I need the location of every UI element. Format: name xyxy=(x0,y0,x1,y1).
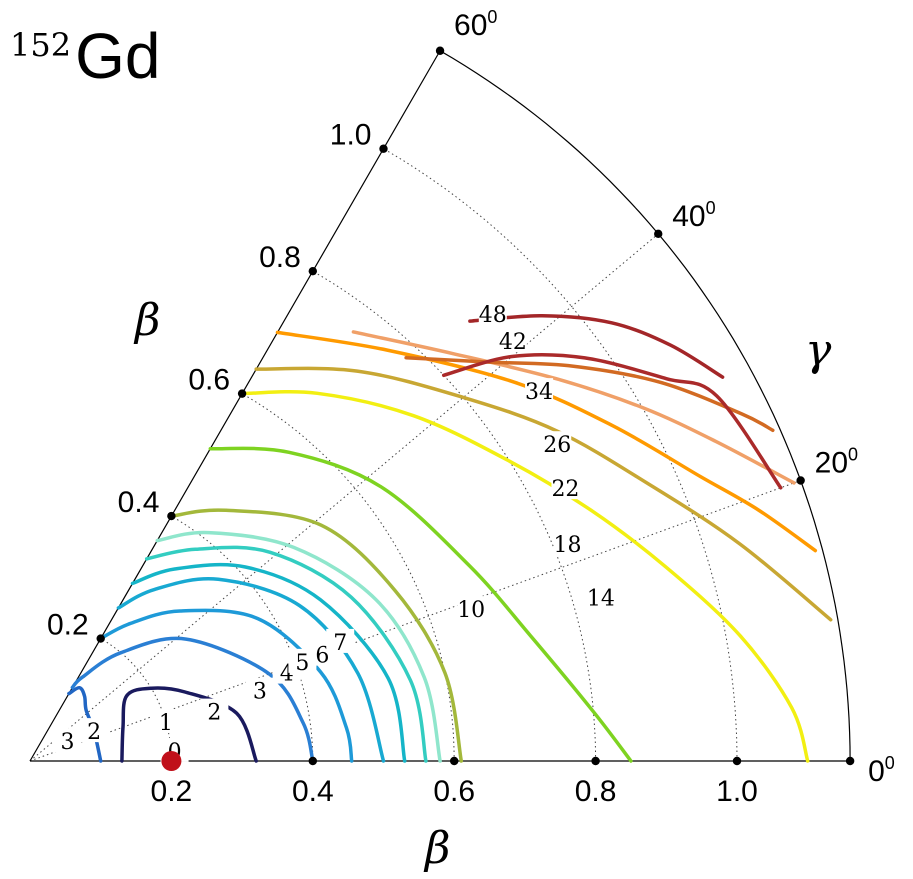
contour-line-10 xyxy=(208,446,633,763)
contour-label-bg xyxy=(151,709,180,734)
contour-label-bg xyxy=(498,328,527,353)
gamma-tick-label-40: 400 xyxy=(672,198,715,233)
contour-line-7 xyxy=(155,530,442,763)
contour-line-5 xyxy=(130,562,407,763)
beta-tick-dot-left-0.8 xyxy=(308,266,317,276)
gamma-axis-label: γ xyxy=(805,325,832,376)
contour-label-bg xyxy=(80,718,109,743)
contour-label-bg xyxy=(245,677,274,702)
contour-line-2 xyxy=(70,636,315,763)
contour-line-6 xyxy=(144,545,428,763)
contour-label-3-17: 3 xyxy=(60,730,74,755)
title-element: Gd xyxy=(75,20,160,92)
gamma-tick-dot-60 xyxy=(435,46,445,55)
beta-tick-dot-bottom-0.6 xyxy=(450,756,459,766)
contour-label-10-8: 10 xyxy=(457,598,485,623)
beta-tick-dot-left-0.4 xyxy=(167,511,176,521)
beta-tick-label-bottom-0.8: 0.8 xyxy=(575,775,617,808)
contour-label-bg xyxy=(543,431,572,456)
contour-label-bg xyxy=(478,301,507,326)
gamma-tick-dot-40 xyxy=(654,229,663,239)
gamma-tick-degree-60: 0 xyxy=(487,7,497,27)
contour-line-34 xyxy=(404,355,775,433)
contour-labels: 01234567101418222634424823 xyxy=(53,301,615,765)
contour-label-22-11: 22 xyxy=(551,477,579,502)
beta-tick-label-left-0.8: 0.8 xyxy=(259,241,301,274)
contour-label-48-15: 48 xyxy=(479,303,507,328)
contour-line-14 xyxy=(240,389,810,763)
beta-tick-dot-bottom-1.0 xyxy=(732,756,742,766)
contour-label-18-10: 18 xyxy=(554,533,582,558)
grid-arc-0.6 xyxy=(241,393,455,762)
beta-tick-label-bottom-0.6: 0.6 xyxy=(433,775,475,808)
beta-tick-label-bottom-1.0: 1.0 xyxy=(716,775,758,808)
beta-tick-dot-bottom-0.8 xyxy=(591,756,600,766)
contour-line-18 xyxy=(254,366,833,622)
contour-label-42-14: 42 xyxy=(499,330,527,355)
minimum-markers xyxy=(161,751,182,771)
beta-tick-dot-bottom-0.4 xyxy=(308,756,317,766)
beta-axis-label: β xyxy=(423,823,450,874)
grid-ray-20 xyxy=(29,480,801,762)
grid-ray-40 xyxy=(29,233,659,762)
beta-tick-label-left-0.6: 0.6 xyxy=(188,364,230,397)
frame-gamma60-edge xyxy=(29,50,441,762)
gamma-tick-dot-0 xyxy=(845,756,855,766)
gamma-tick-label-0: 00 xyxy=(868,753,895,788)
beta-tick-label-left-1.0: 1.0 xyxy=(330,119,372,152)
contour-label-1-1: 1 xyxy=(159,711,173,736)
contour-label-6-6: 6 xyxy=(315,644,329,669)
beta-tick-label-bottom-0.4: 0.4 xyxy=(292,775,334,808)
beta-tick-dot-left-0.2 xyxy=(96,634,105,643)
contour-line-3 xyxy=(98,608,354,763)
gamma-tick-label-60: 600 xyxy=(454,7,497,42)
contour-label-bg xyxy=(200,698,229,723)
contour-line-22 xyxy=(275,330,818,553)
contour-label-7-7: 7 xyxy=(333,631,347,656)
beta-tick-dot-left-1.0 xyxy=(379,144,388,153)
gamma-tick-label-20: 200 xyxy=(815,445,858,480)
contour-label-5-5: 5 xyxy=(295,651,309,676)
beta-tick-label-bottom-0.2: 0.2 xyxy=(151,775,193,808)
contour-label-3-3: 3 xyxy=(253,680,267,705)
chart-title: 152 Gd xyxy=(10,20,160,92)
contour-label-bg xyxy=(326,628,355,653)
frame-outer-arc xyxy=(439,50,851,762)
gamma-tick-degree-20: 0 xyxy=(848,445,858,465)
contour-lines xyxy=(67,313,833,763)
contour-line-0 xyxy=(120,686,258,763)
contour-label-26-12: 26 xyxy=(543,433,571,458)
contour-label-bg xyxy=(525,378,554,403)
contour-label-bg xyxy=(53,728,82,753)
contour-label-34-13: 34 xyxy=(525,380,553,405)
contour-line-unlabeled-8 xyxy=(169,508,464,763)
contour-line-4 xyxy=(116,577,386,763)
polar-grid xyxy=(29,148,801,762)
title-mass-number: 152 xyxy=(10,26,71,64)
contour-label-2-2: 2 xyxy=(207,701,221,726)
contour-line-42 xyxy=(441,352,783,490)
radial-axis-label: β xyxy=(133,295,160,346)
beta-tick-label-left-0.4: 0.4 xyxy=(118,486,160,519)
contour-label-bg xyxy=(457,596,486,621)
contour-line-48 xyxy=(468,313,725,379)
gamma-tick-degree-40: 0 xyxy=(706,198,716,218)
beta-tick-dot-left-0.6 xyxy=(237,389,247,398)
contour-label-14-9: 14 xyxy=(587,586,615,611)
gamma-tick-dot-20 xyxy=(796,476,805,485)
contour-label-bg xyxy=(586,584,615,609)
gamma-tick-degree-0: 0 xyxy=(885,753,895,773)
contour-label-bg xyxy=(553,530,582,555)
contour-line-26 xyxy=(351,330,796,485)
minimum-point xyxy=(161,751,182,771)
contour-label-bg xyxy=(551,475,580,500)
contour-label-2-16: 2 xyxy=(87,720,101,745)
beta-tick-label-left-0.2: 0.2 xyxy=(47,609,89,642)
axis-ticks: 0.20.20.40.40.60.60.80.81.01.00020040060… xyxy=(47,7,895,808)
